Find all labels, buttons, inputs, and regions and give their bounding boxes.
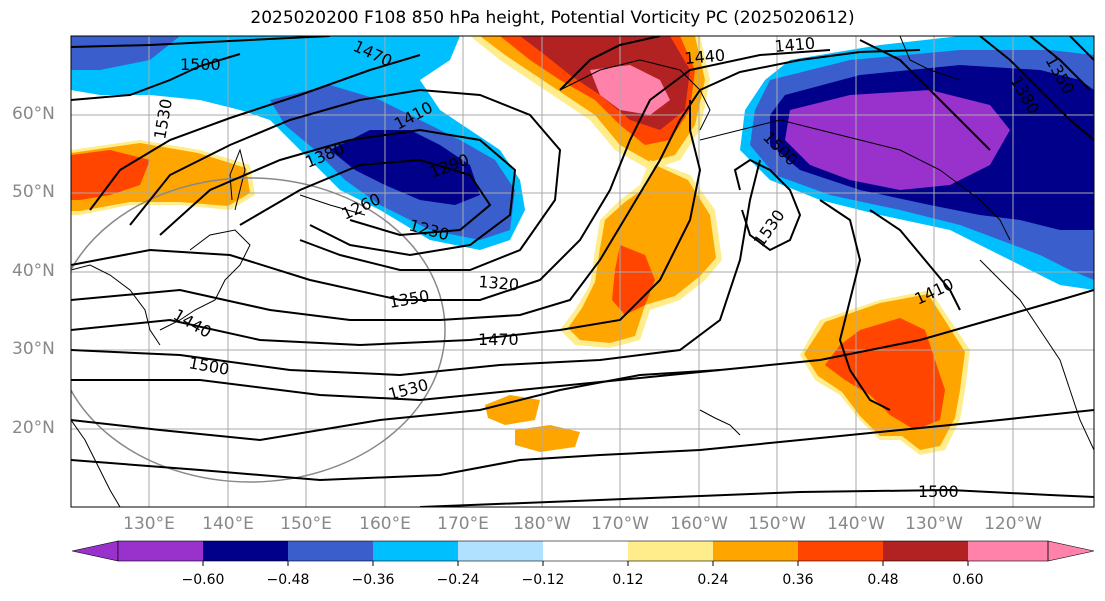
colorbar-swatch bbox=[288, 541, 373, 561]
colorbar-label: 0.60 bbox=[952, 572, 984, 588]
pv-redorange-nw bbox=[71, 150, 150, 200]
contour-label: 1440 bbox=[170, 305, 215, 342]
map-title: 2025020200 F108 850 hPa height, Potentia… bbox=[250, 8, 855, 28]
lat-label-30n: 30°N bbox=[12, 339, 55, 359]
lon-label-140e: 140°E bbox=[202, 514, 254, 534]
contour-label: 1410 bbox=[774, 34, 816, 56]
pv-shading: 1470 1410 1440 1500 1530 1410 1380 1290 … bbox=[71, 34, 1094, 507]
colorbar-swatch bbox=[798, 541, 883, 561]
contour-label: 1500 bbox=[180, 55, 221, 74]
colorbar-label: 0.48 bbox=[867, 572, 899, 588]
pv-navy-nw bbox=[330, 130, 480, 205]
lon-label-150w: 150°W bbox=[748, 514, 806, 534]
map-frame bbox=[70, 35, 1095, 508]
coastlines bbox=[71, 36, 1094, 507]
colorbar-swatch bbox=[203, 541, 288, 561]
colorbar-swatch bbox=[628, 541, 713, 561]
colorbar-swatch bbox=[713, 541, 798, 561]
colorbar-label: 0.24 bbox=[697, 572, 729, 588]
contour-label: 1470 bbox=[478, 330, 519, 349]
colorbar-label: −0.36 bbox=[351, 572, 395, 588]
colorbar-label: 0.12 bbox=[612, 572, 644, 588]
pv-redorange-trough bbox=[612, 245, 655, 315]
pv-redorange-blob bbox=[825, 318, 945, 430]
colorbar-outline bbox=[117, 540, 1049, 562]
lon-label-180w: 180°W bbox=[513, 514, 571, 534]
lon-label-150e: 150°E bbox=[280, 514, 332, 534]
colorbar-arrow-right bbox=[1047, 540, 1095, 562]
lat-label-40n: 40°N bbox=[12, 261, 55, 281]
lon-label-130e: 130°E bbox=[123, 514, 175, 534]
reference-circle bbox=[71, 177, 446, 483]
contour-label: 1500 bbox=[187, 353, 230, 379]
contour-label: 1440 bbox=[684, 46, 726, 68]
lon-label-160e: 160°E bbox=[359, 514, 411, 534]
pv-pink-bering bbox=[590, 65, 670, 115]
lat-label-20n: 20°N bbox=[12, 418, 55, 438]
colorbar-swatch bbox=[458, 541, 543, 561]
colorbar-swatch bbox=[883, 541, 968, 561]
contour-label: 1500 bbox=[918, 482, 959, 501]
lon-label-120w: 120°W bbox=[984, 514, 1042, 534]
lon-label-140w: 140°W bbox=[827, 514, 885, 534]
contour-label: 1530 bbox=[150, 97, 176, 140]
lon-label-170w: 170°W bbox=[591, 514, 649, 534]
lat-label-60n: 60°N bbox=[12, 104, 55, 124]
colorbar-ticks bbox=[202, 561, 969, 566]
colorbar bbox=[71, 540, 1095, 566]
colorbar-label: −0.12 bbox=[521, 572, 565, 588]
colorbar-label: 0.36 bbox=[782, 572, 814, 588]
colorbar-swatch bbox=[373, 541, 458, 561]
pv-orange-patch-1 bbox=[485, 395, 540, 425]
contour-label: 1320 bbox=[478, 272, 520, 294]
colorbar-label: −0.48 bbox=[266, 572, 310, 588]
colorbar-arrow-left bbox=[71, 540, 119, 562]
lon-label-170e: 170°E bbox=[437, 514, 489, 534]
colorbar-label: −0.24 bbox=[436, 572, 480, 588]
lon-label-130w: 130°W bbox=[905, 514, 963, 534]
height-contours bbox=[71, 36, 1094, 507]
colorbar-swatch bbox=[543, 541, 628, 561]
colorbar-swatch bbox=[118, 541, 203, 561]
pv-orange-patch-2 bbox=[515, 425, 580, 452]
colorbar-swatch bbox=[968, 541, 1048, 561]
contour-label: 1350 bbox=[387, 286, 430, 312]
lat-label-50n: 50°N bbox=[12, 182, 55, 202]
lon-label-160w: 160°W bbox=[670, 514, 728, 534]
colorbar-label: −0.60 bbox=[181, 572, 225, 588]
